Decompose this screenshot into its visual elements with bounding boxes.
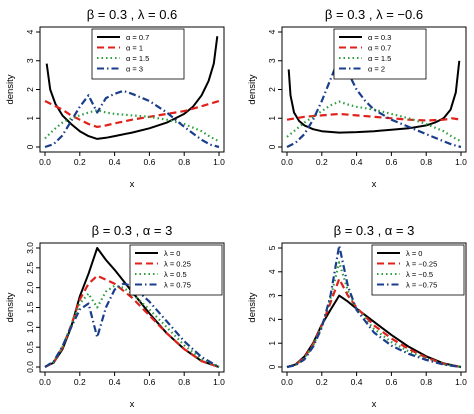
x-tick-label: 0.0 <box>39 377 51 387</box>
series-line-3 <box>286 261 462 369</box>
y-tick-label: 1.5 <box>25 301 35 313</box>
series-line-2 <box>286 277 462 369</box>
x-tick-label: 0.4 <box>109 157 121 167</box>
y-tick-label: 4 <box>25 29 35 34</box>
y-tick-label: 0 <box>267 364 277 369</box>
x-tick-label: 1.0 <box>455 377 467 387</box>
y-tick-label: 2 <box>267 87 277 92</box>
y-axis-label: density <box>247 74 258 104</box>
y-tick-label: 1 <box>267 341 277 346</box>
legend-label: α = 0.7 <box>368 44 391 53</box>
chart-panel-2: β = 0.3 , λ = −0.6 0.0 0.2 0.4 0.6 0.8 1.0 0 1 2 3… <box>247 7 467 190</box>
y-axis-label: density <box>5 292 16 322</box>
y-tick-label: 2 <box>267 317 277 322</box>
legend-label: λ = 0.5 <box>164 270 187 279</box>
legend: α = 0.7 α = 1α = 1.5 α = 3 <box>91 28 185 80</box>
chart-panel-4: β = 0.3 , α = 3 0.0 0.2 0.4 0.6 0.8 1.0 0 1 2 3 4 5 x… <box>247 223 467 410</box>
legend-label: λ = 0 <box>164 249 180 258</box>
chart-title: β = 0.3 , α = 3 <box>92 223 173 238</box>
legend-label: α = 3 <box>126 65 143 74</box>
legend-label: α = 0.3 <box>368 33 391 42</box>
x-tick-label: 0.8 <box>420 157 432 167</box>
x-tick-label: 1.0 <box>213 377 225 387</box>
y-tick-label: 0 <box>25 144 35 149</box>
x-tick-label: 1.0 <box>455 157 467 167</box>
x-tick-label: 0.4 <box>351 377 363 387</box>
chart-title: β = 0.3 , λ = −0.6 <box>325 7 423 22</box>
x-tick-label: 0.4 <box>109 377 121 387</box>
y-tick-label: 0.5 <box>25 341 35 353</box>
x-tick-label: 0.2 <box>74 157 86 167</box>
x-tick-label: 0.6 <box>143 157 155 167</box>
x-tick-label: 0.6 <box>143 377 155 387</box>
legend: λ = 0 λ = 0.25λ = 0.5 λ = 0.75 <box>129 244 223 296</box>
legend: λ = 0 λ = −0.25λ = −0.5 λ = −0.75 <box>371 244 465 296</box>
x-axis-label: x <box>372 179 377 190</box>
y-tick-label: 4 <box>267 29 277 34</box>
legend-label: λ = 0.75 <box>164 281 191 290</box>
series-line-1 <box>45 36 219 140</box>
legend-label: λ = −0.75 <box>406 281 437 290</box>
x-axis-label: x <box>130 399 135 410</box>
y-tick-label: 2.0 <box>25 281 35 293</box>
y-tick-label: 1 <box>267 116 277 121</box>
x-tick-label: 0.8 <box>178 377 190 387</box>
x-tick-label: 0.0 <box>281 377 293 387</box>
chart-title: β = 0.3 , α = 3 <box>334 223 415 238</box>
x-tick-label: 0.2 <box>74 377 86 387</box>
legend-label: λ = −0.25 <box>406 260 437 269</box>
y-tick-label: 2 <box>25 87 35 92</box>
y-tick-label: 3 <box>267 58 277 63</box>
chart-title: β = 0.3 , λ = 0.6 <box>87 7 178 22</box>
x-tick-label: 0.4 <box>351 157 363 167</box>
x-tick-label: 0.6 <box>385 377 397 387</box>
x-tick-label: 0.2 <box>316 377 328 387</box>
x-tick-label: 0.8 <box>178 157 190 167</box>
series-line-4 <box>44 89 220 149</box>
legend-label: α = 1.5 <box>126 54 149 63</box>
y-tick-label: 2.5 <box>25 262 35 274</box>
x-tick-label: 0.0 <box>281 157 293 167</box>
y-tick-label: 0 <box>267 144 277 149</box>
legend-label: α = 2 <box>368 65 385 74</box>
x-tick-label: 1.0 <box>213 157 225 167</box>
series-line-4 <box>44 282 220 368</box>
series-line-3 <box>44 284 220 369</box>
legend-label: α = 1.5 <box>368 54 391 63</box>
series-line-3 <box>286 100 462 143</box>
x-tick-label: 0.2 <box>316 157 328 167</box>
x-tick-label: 0.8 <box>420 377 432 387</box>
legend-label: λ = 0 <box>406 249 422 258</box>
series-line-2 <box>286 112 462 122</box>
y-tick-label: 4 <box>267 269 277 274</box>
x-tick-label: 0.0 <box>39 157 51 167</box>
legend-label: λ = −0.5 <box>406 270 433 279</box>
x-axis-label: x <box>372 399 377 410</box>
legend: α = 0.3 α = 0.7α = 1.5 α = 2 <box>333 28 427 80</box>
plot-frame <box>281 242 467 373</box>
x-axis-label: x <box>130 179 135 190</box>
y-tick-label: 1 <box>25 116 35 121</box>
y-axis-label: density <box>247 292 258 322</box>
series-line-4 <box>286 56 462 149</box>
y-tick-label: 5 <box>267 245 277 250</box>
series-line-3 <box>44 109 220 143</box>
chart-panel-1: β = 0.3 , λ = 0.6 0.0 0.2 0.4 0.6 0.8 1.0 0 1 2 3 4… <box>5 7 225 190</box>
y-axis-label: density <box>5 74 16 104</box>
y-tick-label: 1.0 <box>25 321 35 333</box>
y-tick-label: 3 <box>267 293 277 298</box>
legend-label: α = 0.7 <box>126 33 149 42</box>
series-line-1 <box>287 60 461 134</box>
chart-panel-3: β = 0.3 , α = 3 0.0 0.2 0.4 0.6 0.8 1.0 0.0 0.5 1… <box>5 223 225 410</box>
legend-label: λ = 0.25 <box>164 260 191 269</box>
series-line-2 <box>44 99 220 129</box>
x-tick-label: 0.6 <box>385 157 397 167</box>
y-tick-label: 3 <box>25 58 35 63</box>
y-tick-label: 3.0 <box>25 242 35 254</box>
legend-label: α = 1 <box>126 44 143 53</box>
y-tick-label: 0.0 <box>25 361 35 373</box>
